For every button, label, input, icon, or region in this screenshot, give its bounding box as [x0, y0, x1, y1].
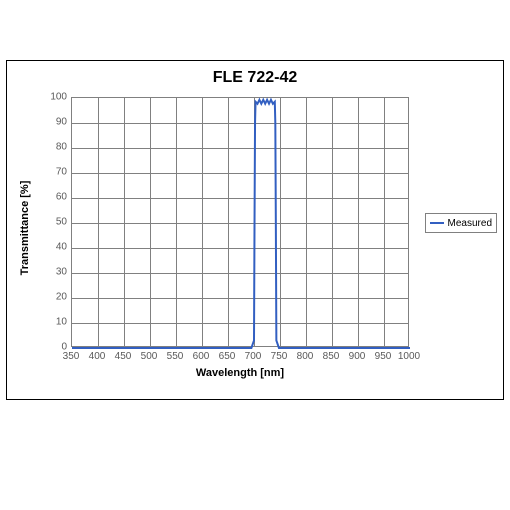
ytick-label: 60 — [47, 192, 67, 203]
xtick-label: 1000 — [398, 351, 420, 362]
ytick-label: 100 — [47, 92, 67, 103]
xtick-label: 850 — [323, 351, 340, 362]
xtick-label: 750 — [271, 351, 288, 362]
xtick-label: 400 — [89, 351, 106, 362]
x-axis-label: Wavelength [nm] — [196, 367, 284, 379]
chart-frame: FLE 722-42 Measured 01020304050607080901… — [6, 60, 504, 400]
ytick-label: 40 — [47, 242, 67, 253]
ytick-label: 20 — [47, 292, 67, 303]
xtick-label: 800 — [297, 351, 314, 362]
xtick-label: 900 — [349, 351, 366, 362]
ytick-label: 50 — [47, 217, 67, 228]
legend-label: Measured — [448, 218, 492, 229]
plot-area — [71, 97, 409, 347]
ytick-label: 30 — [47, 267, 67, 278]
series-line — [72, 98, 410, 348]
xtick-label: 350 — [63, 351, 80, 362]
legend: Measured — [425, 213, 497, 233]
xtick-label: 600 — [193, 351, 210, 362]
ytick-label: 90 — [47, 117, 67, 128]
ytick-label: 70 — [47, 167, 67, 178]
xtick-label: 950 — [375, 351, 392, 362]
legend-swatch — [430, 222, 444, 224]
xtick-label: 550 — [167, 351, 184, 362]
xtick-label: 450 — [115, 351, 132, 362]
ytick-label: 10 — [47, 317, 67, 328]
xtick-label: 650 — [219, 351, 236, 362]
chart-title: FLE 722-42 — [7, 69, 503, 87]
y-axis-label: Transmittance [%] — [19, 181, 31, 276]
ytick-label: 80 — [47, 142, 67, 153]
xtick-label: 500 — [141, 351, 158, 362]
xtick-label: 700 — [245, 351, 262, 362]
